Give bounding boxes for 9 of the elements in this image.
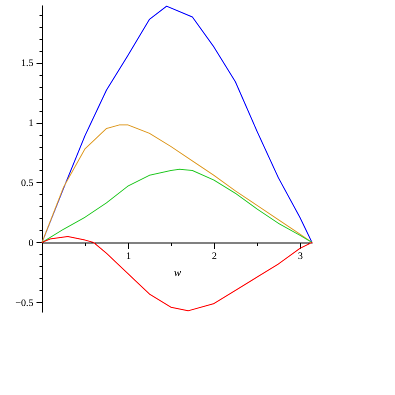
- x-tick-label: 2: [212, 250, 217, 262]
- y-tick-label: 1: [28, 118, 34, 130]
- y-tick-label: 1.5: [21, 58, 34, 70]
- x-tick-label: 3: [298, 250, 303, 262]
- y-tick-label: 0.5: [21, 178, 34, 189]
- y-tick-label: −0.5: [15, 298, 34, 309]
- x-tick-label: 1: [126, 250, 131, 262]
- x-axis-title: w: [174, 266, 182, 279]
- y-tick-label: 0: [28, 238, 34, 249]
